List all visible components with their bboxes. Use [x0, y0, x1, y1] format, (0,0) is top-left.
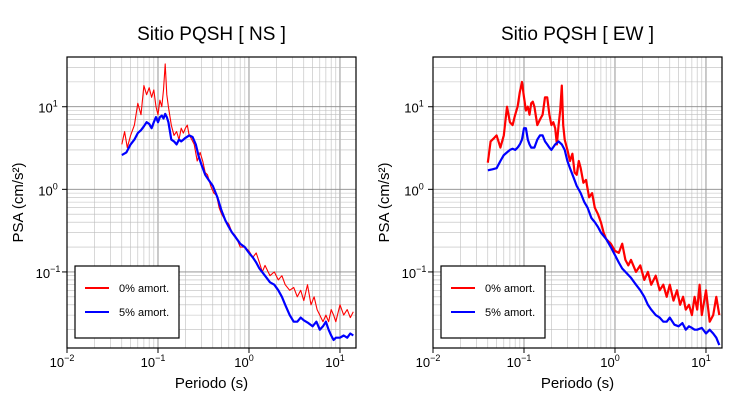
legend-label: 0% amort.: [485, 283, 535, 295]
y-tick-exponent: −1: [416, 264, 426, 274]
x-tick-base: 10: [141, 355, 155, 370]
series-line-2: [121, 112, 354, 342]
y-tick-exponent: 1: [53, 99, 58, 109]
legend: 0% amort. 5% amort.: [74, 265, 180, 339]
y-tick-base: 10: [402, 266, 416, 281]
x-tick-base: 10: [416, 355, 430, 370]
x-tick-exponent: 1: [340, 353, 345, 363]
x-tick-label: 10−2: [416, 353, 441, 370]
plot-frame: [432, 56, 723, 349]
x-tick-exponent: −2: [64, 353, 74, 363]
legend-label: 5% amort.: [485, 307, 535, 319]
y-tick-base: 10: [404, 183, 418, 198]
series-line-1: [486, 80, 721, 323]
x-tick-base: 10: [691, 355, 705, 370]
x-tick-label: 100: [600, 353, 619, 370]
x-tick-base: 10: [600, 355, 614, 370]
x-tick-label: 10−1: [141, 353, 166, 370]
x-tick-exponent: −1: [155, 353, 165, 363]
plot-frame: [66, 56, 357, 349]
x-tick-base: 10: [234, 355, 248, 370]
x-axis-label: Periodo (s): [175, 375, 248, 392]
y-tick-base: 10: [404, 101, 418, 116]
y-tick-label: 101: [404, 99, 423, 116]
x-tick-exponent: 0: [249, 353, 254, 363]
x-tick-exponent: 1: [706, 353, 711, 363]
legend: 0% amort. 5% amort.: [440, 265, 546, 339]
legend-label: 0% amort.: [119, 283, 169, 295]
y-axis-label: PSA (cm/s²): [376, 162, 393, 242]
y-tick-exponent: 0: [53, 181, 58, 191]
y-tick-exponent: 0: [419, 181, 424, 191]
y-tick-exponent: −1: [50, 264, 60, 274]
x-tick-label: 101: [325, 353, 344, 370]
y-tick-label: 100: [38, 181, 57, 198]
y-tick-base: 10: [36, 266, 50, 281]
y-tick-label: 101: [38, 99, 57, 116]
x-tick-exponent: −2: [430, 353, 440, 363]
y-tick-label: 100: [404, 181, 423, 198]
y-tick-label: 10−1: [36, 264, 61, 281]
series-group: [486, 80, 721, 346]
chart-title: Sitio PQSH [ EW ]: [501, 24, 654, 45]
series-line-2: [487, 127, 721, 346]
legend-box: [440, 265, 546, 339]
chart-title: Sitio PQSH [ NS ]: [137, 24, 286, 45]
legend-box: [74, 265, 180, 339]
x-tick-exponent: −1: [521, 353, 531, 363]
x-tick-label: 10−2: [50, 353, 75, 370]
grid-lines: [432, 56, 722, 348]
y-axis-label: PSA (cm/s²): [10, 162, 27, 242]
series-line-1: [121, 63, 354, 323]
x-tick-exponent: 0: [615, 353, 620, 363]
x-axis-label: Periodo (s): [541, 375, 614, 392]
x-tick-base: 10: [507, 355, 521, 370]
y-tick-base: 10: [38, 101, 52, 116]
y-tick-base: 10: [38, 183, 52, 198]
x-tick-base: 10: [325, 355, 339, 370]
legend-label: 5% amort.: [119, 307, 169, 319]
x-tick-base: 10: [50, 355, 64, 370]
series-group: [121, 63, 354, 342]
y-tick-exponent: 1: [419, 99, 424, 109]
y-tick-label: 10−1: [402, 264, 427, 281]
x-tick-label: 100: [234, 353, 253, 370]
x-tick-label: 10−1: [507, 353, 532, 370]
x-tick-label: 101: [691, 353, 710, 370]
